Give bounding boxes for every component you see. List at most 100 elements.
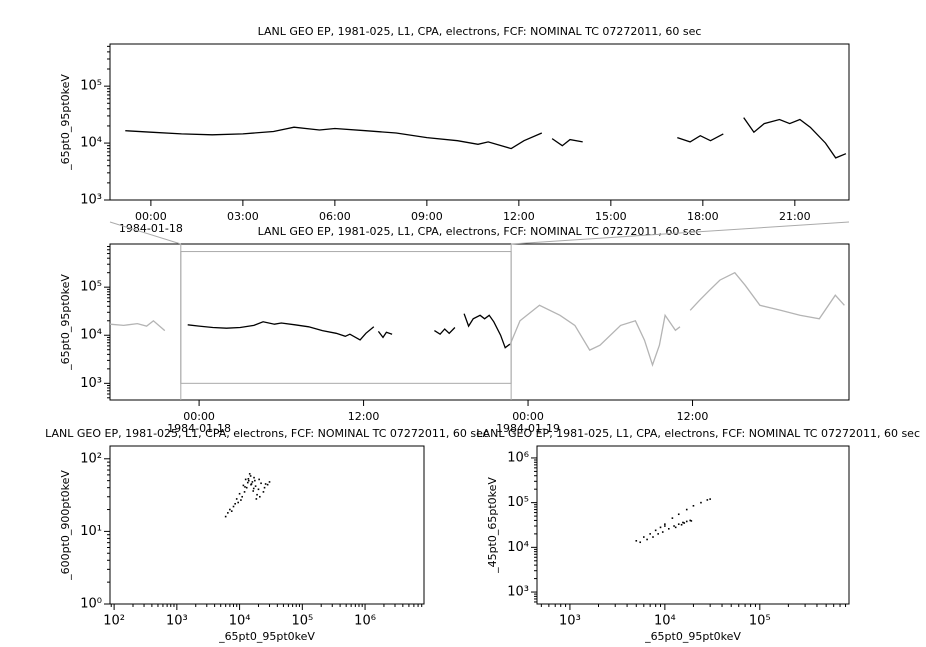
x-tick-label: 00:00 [183,410,215,423]
x-tick-label: 00:00 [512,410,544,423]
x-tick-label: 10⁴ [654,614,676,629]
x-tick-label: 10⁶ [354,614,376,629]
scatter-point [689,519,692,522]
scatter-point [257,488,260,491]
scatter-point [248,473,251,475]
scatter-point [241,495,243,498]
scatter-point [230,510,233,512]
scatter-point [240,499,242,501]
scatter-point [244,478,247,481]
y-tick-label: 10³ [80,376,102,391]
scatter-point [227,512,229,514]
date-label: 1984-01-18 [119,222,183,235]
x-axis-label: _65pt0_95pt0keV [218,630,315,643]
plot-frame [109,43,850,201]
scatter-point [635,540,638,542]
plot-frame [109,445,425,605]
x-tick-label: 10⁵ [291,614,313,629]
y-tick-label: 10³ [80,193,102,208]
chart-title: LANL GEO EP, 1981-025, L1, CPA, electron… [258,225,702,238]
scatter-point [242,484,245,487]
y-tick-label: 10² [80,451,102,466]
chart-title: LANL GEO EP, 1981-025, L1, CPA, electron… [45,427,489,440]
data-line [187,313,511,349]
scatter-point [247,478,250,480]
scatter-point [262,491,265,493]
scatter-point [237,501,239,504]
scatter-point [252,490,255,492]
scatter-point [683,522,686,524]
y-tick-label: 10⁰ [80,597,102,612]
data-line [109,271,845,368]
scatter-point [263,486,266,489]
scatter-point [255,498,258,500]
x-tick-label: 21:00 [779,210,811,223]
x-tick-label: 03:00 [227,210,259,223]
scatter-point [685,520,688,523]
scatter-point [249,475,252,477]
y-axis-label: _600pt0_900pt0keV [59,470,72,581]
x-tick-label: 10³ [166,614,188,629]
scatter-point [659,526,662,529]
scatter-point [258,478,260,481]
scatter-point [657,533,659,535]
scatter-point [680,523,683,526]
x-tick-label: 06:00 [319,210,351,223]
scatter-point [673,525,675,527]
scatter-point [664,525,666,527]
y-tick-label: 10³ [507,585,529,600]
y-tick-label: 10⁵ [80,79,102,94]
scatter-point [258,495,261,498]
y-tick-label: 10⁶ [507,450,529,465]
scatter-point [677,523,680,525]
y-axis-label: _45pt0_65pt0keV [486,477,499,574]
scatter-point [671,517,674,519]
x-tick-label: 18:00 [687,210,719,223]
scatter-point [674,526,677,529]
x-tick-label: 10³ [559,614,581,629]
scatter-point [235,498,238,500]
scatter-point [682,521,684,524]
y-tick-label: 10¹ [80,524,102,539]
scatter-point [254,479,256,482]
scatter-point [253,476,255,479]
data-line [125,117,847,159]
scatter-point [224,515,227,518]
chart-title: LANL GEO EP, 1981-025, L1, CPA, electron… [476,427,920,440]
scatter-point [244,486,246,488]
scatter-point [639,541,642,544]
scatter-point [234,502,236,505]
y-tick-label: 10⁵ [507,495,529,510]
scatter-point [654,529,657,532]
scatter-point [268,481,271,483]
plot-frame [109,243,850,401]
x-tick-label: 12:00 [503,210,535,223]
scatter-point [264,483,267,485]
context-box [180,251,512,384]
scatter-point [232,505,235,508]
scatter-point [246,481,249,484]
scatter-point [677,513,680,516]
scatter-point [700,501,702,504]
x-tick-label: 00:00 [135,210,167,223]
scatter-point [646,538,648,541]
scatter-point [238,492,241,495]
connector [511,221,850,245]
scatter-point [247,479,250,482]
scatter-point [709,498,711,500]
y-tick-label: 10⁴ [80,136,102,151]
scatter-point [260,482,262,485]
plot-frame [536,445,850,605]
connector [109,221,181,245]
x-tick-label: 10⁵ [749,614,771,629]
x-tick-label: 09:00 [411,210,443,223]
x-tick-label: 10² [103,614,125,629]
x-axis-label: _65pt0_95pt0keV [644,630,741,643]
x-tick-label: 15:00 [595,210,627,223]
scatter-point [664,523,666,525]
chart-title: LANL GEO EP, 1981-025, L1, CPA, electron… [258,25,702,38]
scatter-point [649,533,651,535]
scatter-point [266,483,269,486]
scatter-point [243,491,246,493]
